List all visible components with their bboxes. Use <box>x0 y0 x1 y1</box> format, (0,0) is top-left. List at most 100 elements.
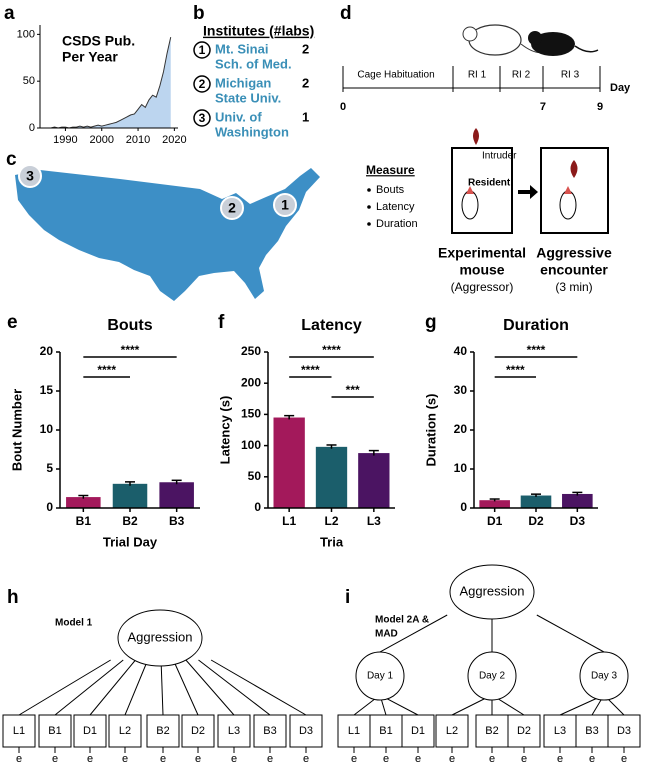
error-term: e <box>303 753 309 765</box>
error-term: e <box>160 753 166 765</box>
x-tick-label: 2000 <box>89 134 113 146</box>
error-term: e <box>557 753 563 765</box>
path-line <box>379 614 448 653</box>
caption: (Aggressor) <box>451 280 514 294</box>
path-line <box>89 659 136 716</box>
number-circle <box>193 75 211 93</box>
model-title: MAD <box>375 629 398 640</box>
day-node <box>467 651 517 701</box>
indicator-label: D1 <box>411 725 425 737</box>
error-term: e <box>351 753 357 765</box>
caption: mouse <box>459 262 504 278</box>
institute-name: Michigan <box>215 75 271 90</box>
y-tick-label: 20 <box>454 422 468 436</box>
resident-mouse <box>461 190 479 220</box>
error-term: e <box>267 753 273 765</box>
bar <box>479 500 510 508</box>
intruder-label: Intruder <box>482 151 517 162</box>
institute-number: 1 <box>199 43 206 57</box>
model-title: Model 2A & <box>375 615 429 626</box>
day-label: Day 1 <box>367 671 394 682</box>
marker <box>564 186 572 194</box>
bar <box>273 417 305 508</box>
indicator-box <box>38 714 72 748</box>
y-tick-label: 250 <box>241 344 261 358</box>
indicator-box <box>108 714 142 748</box>
intruder-icon <box>570 160 578 178</box>
panel-label: g <box>425 312 437 333</box>
error-term: e <box>489 753 495 765</box>
y-tick-label: 10 <box>40 422 54 436</box>
path-line <box>54 659 124 716</box>
day-node <box>355 651 405 701</box>
institute-name: State Univ. <box>215 90 281 105</box>
area <box>50 37 171 128</box>
significance-label: **** <box>527 343 546 357</box>
indicator-label: D3 <box>299 725 313 737</box>
latent-node <box>117 609 203 667</box>
path-line <box>124 659 149 716</box>
chart-title: Per Year <box>62 49 118 65</box>
institute-name: Washington <box>215 124 289 139</box>
indicator-box <box>607 714 641 748</box>
phase-label: Cage Habituation <box>357 70 434 81</box>
path-line <box>160 659 164 716</box>
caption: Experimental <box>438 245 526 261</box>
x-tick-label: B2 <box>122 514 138 528</box>
number-circle <box>193 109 211 127</box>
panel-label: h <box>7 587 19 608</box>
intruder-icon <box>473 128 479 145</box>
x-tick-label: 2020 <box>162 134 186 146</box>
x-axis-label: Tria <box>320 534 344 549</box>
error-term: e <box>231 753 237 765</box>
x-tick-label: B3 <box>169 514 185 528</box>
y-tick-label: 20 <box>40 344 54 358</box>
measure-item: Latency <box>376 201 415 213</box>
bar <box>159 482 194 508</box>
map-marker <box>18 164 42 188</box>
bullet <box>367 222 371 226</box>
indicator-label: B3 <box>263 725 276 737</box>
indicator-box <box>575 714 609 748</box>
significance-label: **** <box>301 363 320 377</box>
path-line <box>18 659 111 716</box>
indicator-box <box>401 714 435 748</box>
caption: Aggressive <box>536 245 612 261</box>
y-tick-label: 100 <box>17 28 35 40</box>
error-term: e <box>52 753 58 765</box>
x-tick-label: L2 <box>324 514 338 528</box>
measure-item: Bouts <box>376 184 405 196</box>
indicator-label: D2 <box>191 725 205 737</box>
y-tick-label: 30 <box>454 383 468 397</box>
bullet <box>367 188 371 192</box>
bar <box>315 446 348 508</box>
panel-label: d <box>340 3 352 24</box>
chart-title: CSDS Pub. <box>62 33 135 49</box>
x-tick-label: 1990 <box>53 134 77 146</box>
path-line <box>172 659 199 716</box>
y-tick-label: 15 <box>40 383 54 397</box>
institute-name: Mt. Sinai <box>215 41 268 56</box>
bar <box>520 495 552 508</box>
indicator-label: B1 <box>379 725 392 737</box>
resident-mouse <box>559 190 577 220</box>
error-term: e <box>16 753 22 765</box>
day-label: Day 2 <box>479 671 506 682</box>
model-title: Model 1 <box>55 618 93 629</box>
indicator-label: L1 <box>13 725 25 737</box>
mice-illustration <box>462 24 599 56</box>
map-marker-label: 2 <box>228 200 236 216</box>
bar <box>66 497 101 508</box>
number-circle <box>193 41 211 59</box>
y-tick-label: 0 <box>254 500 261 514</box>
indicator-box <box>181 714 215 748</box>
significance-label: **** <box>97 363 116 377</box>
significance-label: **** <box>121 343 140 357</box>
error-term: e <box>589 753 595 765</box>
day-node <box>579 651 629 701</box>
y-axis-label: Duration (s) <box>423 394 438 467</box>
indicator-label: D1 <box>83 725 97 737</box>
indicator-label: L3 <box>554 725 566 737</box>
y-tick-label: 200 <box>241 375 261 389</box>
